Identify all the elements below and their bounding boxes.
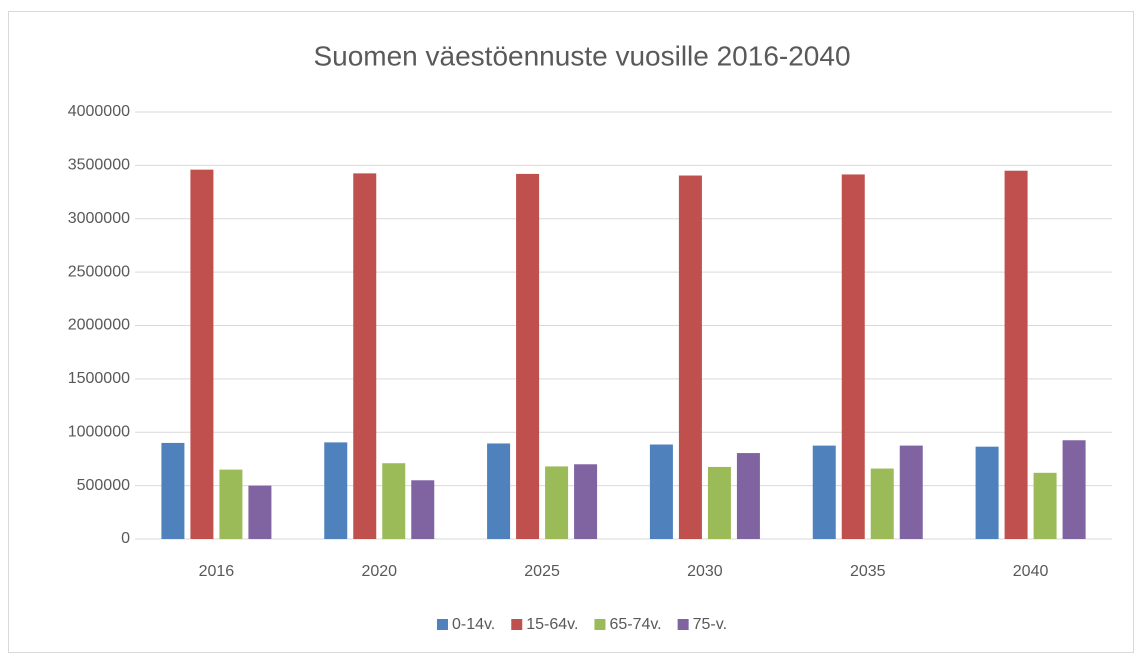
legend-swatch (594, 619, 606, 630)
bar (649, 444, 673, 539)
legend-swatch (677, 619, 689, 630)
chart-frame (8, 11, 1134, 653)
x-tick-label: 2025 (524, 563, 560, 580)
legend-label: 75-v. (693, 616, 727, 633)
bar (1004, 170, 1028, 539)
y-tick-label: 1000000 (68, 423, 130, 440)
legend-swatch (436, 619, 448, 630)
x-tick-label: 2040 (1013, 563, 1049, 580)
x-tick-label: 2035 (850, 563, 886, 580)
chart-title: Suomen väestöennuste vuosille 2016-2040 (313, 40, 850, 71)
bar (870, 468, 894, 539)
bar (574, 464, 598, 539)
y-tick-label: 3000000 (68, 210, 130, 227)
y-tick-label: 2500000 (68, 263, 130, 280)
bar (736, 453, 760, 539)
x-tick-label: 2016 (199, 563, 235, 580)
y-tick-label: 500000 (77, 477, 130, 494)
bar (1062, 440, 1086, 539)
y-tick-label: 3500000 (68, 157, 130, 174)
bar (190, 169, 214, 539)
bar (1033, 472, 1057, 539)
y-tick-label: 0 (121, 530, 130, 547)
bar (411, 480, 435, 539)
legend-label: 65-74v. (609, 616, 661, 633)
x-tick-label: 2020 (361, 563, 397, 580)
bar (899, 445, 923, 539)
bar (248, 485, 272, 539)
legend-swatch (511, 619, 523, 630)
legend-label: 15-64v. (526, 616, 578, 633)
bar (353, 173, 377, 539)
legend-label: 0-14v. (452, 616, 495, 633)
y-tick-label: 4000000 (68, 103, 130, 120)
bar (707, 466, 731, 539)
x-tick-label: 2030 (687, 563, 723, 580)
bar (161, 442, 185, 539)
bar (812, 445, 836, 539)
bar (382, 463, 406, 539)
bar (487, 443, 511, 539)
bar (545, 466, 569, 539)
bar (516, 173, 540, 540)
bar (324, 442, 348, 539)
bar (678, 175, 702, 540)
bar (219, 469, 243, 539)
bar (975, 446, 999, 539)
y-tick-label: 1500000 (68, 370, 130, 387)
bar (841, 174, 865, 540)
y-tick-label: 2000000 (68, 317, 130, 334)
